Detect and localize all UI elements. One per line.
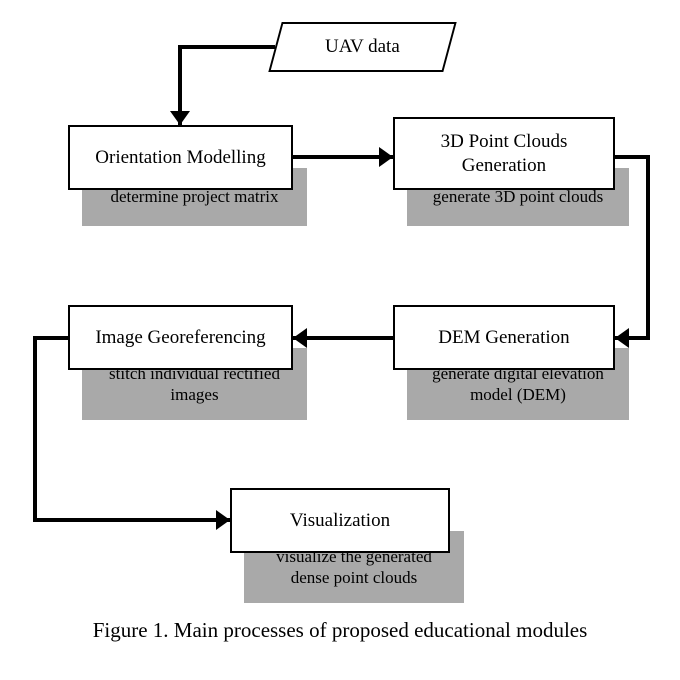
orientation-label: Orientation Modelling (89, 146, 271, 170)
viz-label: Visualization (284, 509, 396, 533)
input-label: UAV data (325, 36, 400, 58)
figure-caption: Figure 1. Main processes of proposed edu… (0, 618, 680, 643)
flowchart-canvas: UAV data determine project matrix Orient… (0, 0, 680, 680)
pointclouds-label: 3D Point CloudsGeneration (435, 130, 574, 178)
dem-label: DEM Generation (432, 326, 575, 350)
dem-box: DEM Generation (393, 305, 615, 370)
caption-text: Figure 1. Main processes of proposed edu… (93, 618, 588, 642)
pointclouds-box: 3D Point CloudsGeneration (393, 117, 615, 190)
input-parallelogram: UAV data (268, 22, 456, 72)
orientation-box: Orientation Modelling (68, 125, 293, 190)
georef-box: Image Georeferencing (68, 305, 293, 370)
georef-label: Image Georeferencing (89, 326, 271, 350)
viz-box: Visualization (230, 488, 450, 553)
